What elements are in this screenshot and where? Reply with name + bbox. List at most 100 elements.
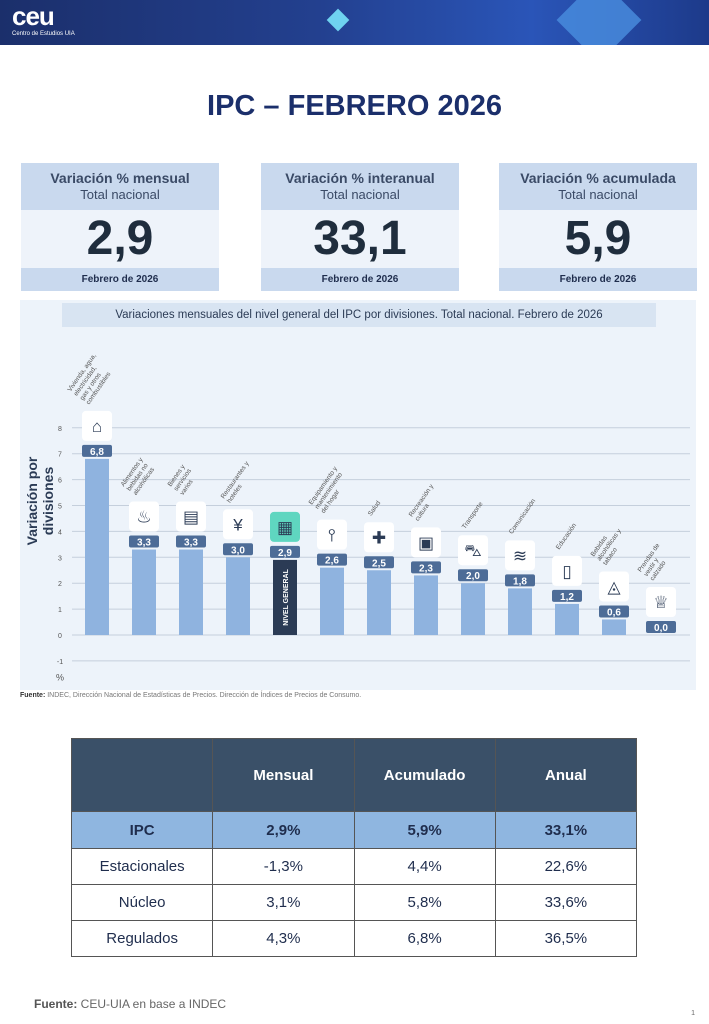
category-label: Bebidas alcohólicas y tabaco — [590, 522, 630, 567]
kpi-subtitle: Total nacional — [558, 187, 638, 202]
page-number: 1 — [691, 1010, 695, 1017]
table-cell: 22,6% — [494, 848, 638, 885]
page-source-label: Fuente: — [34, 997, 78, 1011]
category-label-line: Transporte — [461, 500, 485, 530]
y-tick-label: 4 — [58, 529, 62, 536]
book-icon-bg — [552, 555, 582, 586]
kpi-card: Variación % acumulada Total nacional 5,9 Fe… — [499, 163, 697, 291]
kpi-card: Variación % mensual Total nacional 2,9 Febr… — [21, 163, 219, 291]
table-header: Anual — [494, 738, 638, 812]
chart-source-text: INDEC, Dirección Nacional de Estadística… — [47, 692, 362, 699]
data-label-bg — [223, 543, 253, 556]
bar — [179, 549, 203, 635]
bar — [273, 559, 297, 635]
table-cell: 4,4% — [353, 848, 496, 885]
table-cell: IPC — [70, 811, 214, 849]
category-label-line: Educación — [555, 522, 578, 551]
category-label: Vivienda, agua, electricidad, gas y otro… — [66, 351, 117, 406]
category-label: Salud — [367, 499, 382, 517]
data-label: 1,2 — [560, 592, 574, 603]
kpi-value: 33,1 — [313, 212, 407, 265]
house-icon: ⌂ — [92, 417, 102, 436]
kpi-title: Variación % acumulada — [520, 170, 676, 186]
kpi-footer: Febrero de 2026 — [21, 268, 219, 291]
data-label-bg — [129, 535, 159, 548]
table-cell: -1,3% — [212, 848, 355, 885]
kpi-header: Variación % mensual Total nacional — [21, 163, 219, 210]
bar-chart: -1 0 1 2 3 4 5 6 7 8% 6,8 ⌂ Vivienda, agua, electric… — [56, 351, 690, 683]
wifi-icon-bg — [505, 540, 535, 571]
table-header: Mensual — [212, 738, 355, 812]
logo-text: ceu — [12, 1, 55, 31]
y-tick-label: 2 — [58, 581, 62, 588]
table-header: Acumulado — [353, 738, 496, 812]
category-label: Transporte — [461, 500, 485, 530]
data-label: 2,3 — [419, 563, 433, 574]
logo: ceu Centro de Estudios UIA — [12, 2, 75, 38]
goods-icon-bg — [176, 501, 206, 532]
table-row: Núcleo 3,1% 5,8% 33,6% — [70, 884, 638, 921]
shirt-icon: ♕ — [653, 593, 668, 612]
kpi-subtitle: Total nacional — [80, 187, 160, 202]
data-label: 1,8 — [513, 576, 527, 587]
table-header-row: Mensual Acumulado Anual — [70, 738, 638, 812]
table-cell: 4,3% — [212, 920, 355, 957]
data-label-bg — [458, 569, 488, 582]
data-label-bg — [270, 545, 300, 558]
y-tick-label: 3 — [58, 555, 62, 562]
bar — [555, 603, 579, 635]
kpi-header: Variación % acumulada Total nacional — [499, 163, 697, 210]
table-cell: 33,1% — [494, 811, 638, 849]
chart-source-label: Fuente: — [20, 692, 46, 699]
kpi-card: Variación % interanual Total nacional 33,1… — [261, 163, 459, 291]
kpi-footer: Febrero de 2026 — [499, 268, 697, 291]
data-label-bg — [364, 556, 394, 569]
data-label-bg — [646, 621, 676, 633]
data-label-bg — [82, 444, 112, 457]
recreation-icon-bg — [411, 527, 441, 558]
table-cell: 2,9% — [212, 811, 355, 849]
data-label: 0,0 — [654, 623, 668, 634]
page-source-text: CEU-UIA en base a INDEC — [77, 997, 227, 1011]
goods-icon: ▤ — [183, 508, 199, 527]
data-label: 2,9 — [278, 548, 292, 559]
data-label-bg — [176, 535, 206, 548]
y-tick-label: 5 — [58, 504, 62, 511]
bar — [414, 575, 438, 635]
basket-icon-bg — [270, 511, 300, 542]
logo-subtitle: Centro de Estudios UIA — [12, 31, 75, 37]
data-label-bg — [411, 561, 441, 574]
table-row: Regulados 4,3% 6,8% 36,5% — [70, 920, 638, 957]
kpi-title: Variación % mensual — [50, 170, 190, 186]
y-tick-label: 1 — [58, 607, 62, 614]
table-cell: Estacionales — [70, 848, 214, 885]
category-label: Equipamiento y mantenimiento del hogar — [308, 464, 353, 515]
bar — [226, 557, 250, 635]
recreation-icon: ▣ — [418, 533, 434, 552]
header-banner: ceu Centro de Estudios UIA — [0, 0, 709, 45]
table-row: IPC 2,9% 5,9% 33,1% — [70, 811, 638, 849]
tools-icon: ⫯ — [328, 526, 335, 545]
shirt-icon-bg — [646, 587, 676, 617]
category-label: Educación — [555, 522, 578, 551]
car-icon-bg — [458, 535, 488, 566]
data-label: 6,8 — [90, 447, 104, 458]
bottle-icon: ◬ — [607, 577, 621, 596]
bar — [602, 619, 626, 635]
health-icon-bg — [364, 522, 394, 553]
table-cell: Regulados — [70, 920, 214, 957]
bar — [85, 458, 109, 635]
table-cell: 5,9% — [353, 811, 496, 849]
chart-title: Variaciones mensuales del nivel general … — [62, 303, 656, 327]
house-icon-bg — [82, 410, 112, 441]
table-cell: 36,5% — [494, 920, 638, 957]
category-label: Alimentos y bebidas no alcohólicas — [120, 455, 158, 497]
y-tick-label: -1 — [57, 659, 63, 666]
data-label: 2,5 — [372, 558, 386, 569]
y-tick-label: 7 — [58, 452, 62, 459]
y-tick-label: 0 — [58, 633, 62, 640]
health-icon: ✚ — [372, 528, 386, 547]
category-label: Comunicación — [508, 497, 538, 535]
bottle-icon-bg — [599, 571, 629, 602]
category-label: Recreación y cultura — [408, 482, 443, 523]
